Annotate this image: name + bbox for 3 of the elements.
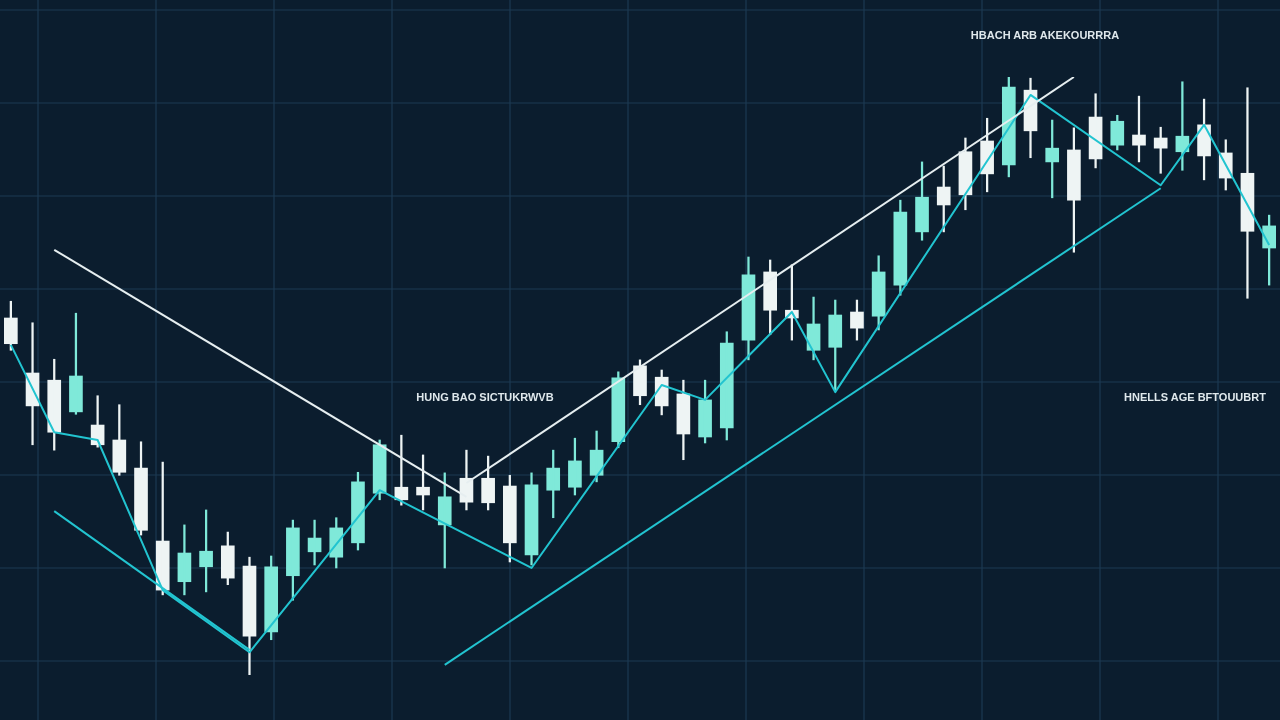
text: HBACH ARB AKEKOURRRA [970,29,1120,42]
annotation: HUNG BAO SICTUKRWVB [416,391,554,404]
annotation: HNELLS AGE BFTOUUBRT [1124,391,1267,404]
